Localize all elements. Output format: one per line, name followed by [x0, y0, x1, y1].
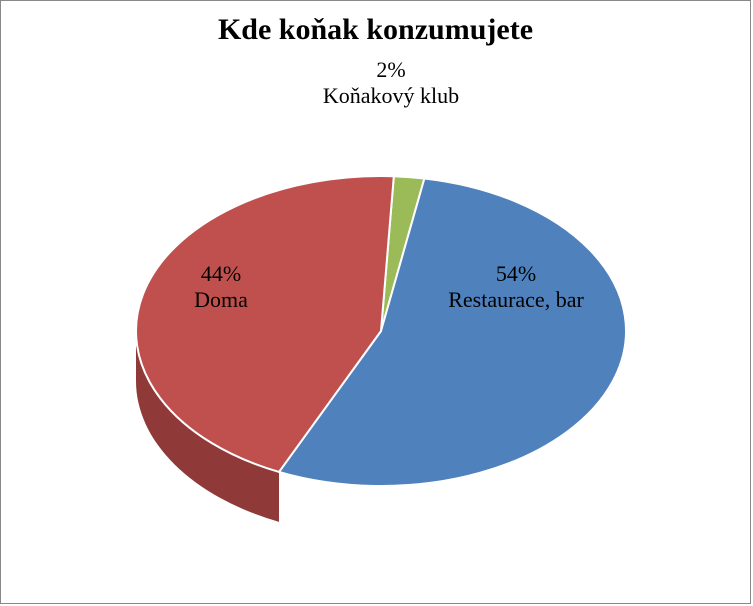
chart-title: Kde koňak konzumujete [1, 13, 750, 47]
pie-chart [116, 151, 646, 551]
label-konakovy-klub: 2% Koňakový klub [321, 57, 461, 110]
chart-frame: Kde koňak konzumujete 2% Koňakový klub 5… [0, 0, 751, 604]
label-doma: 44% Doma [161, 261, 281, 314]
label-restaurace: 54% Restaurace, bar [431, 261, 601, 314]
label-doma-pct: 44% [161, 261, 281, 287]
label-konakovy-klub-name: Koňakový klub [321, 83, 461, 109]
label-restaurace-pct: 54% [431, 261, 601, 287]
label-doma-name: Doma [161, 287, 281, 313]
label-restaurace-name: Restaurace, bar [431, 287, 601, 313]
label-konakovy-klub-pct: 2% [321, 57, 461, 83]
pie-svg [116, 151, 646, 551]
